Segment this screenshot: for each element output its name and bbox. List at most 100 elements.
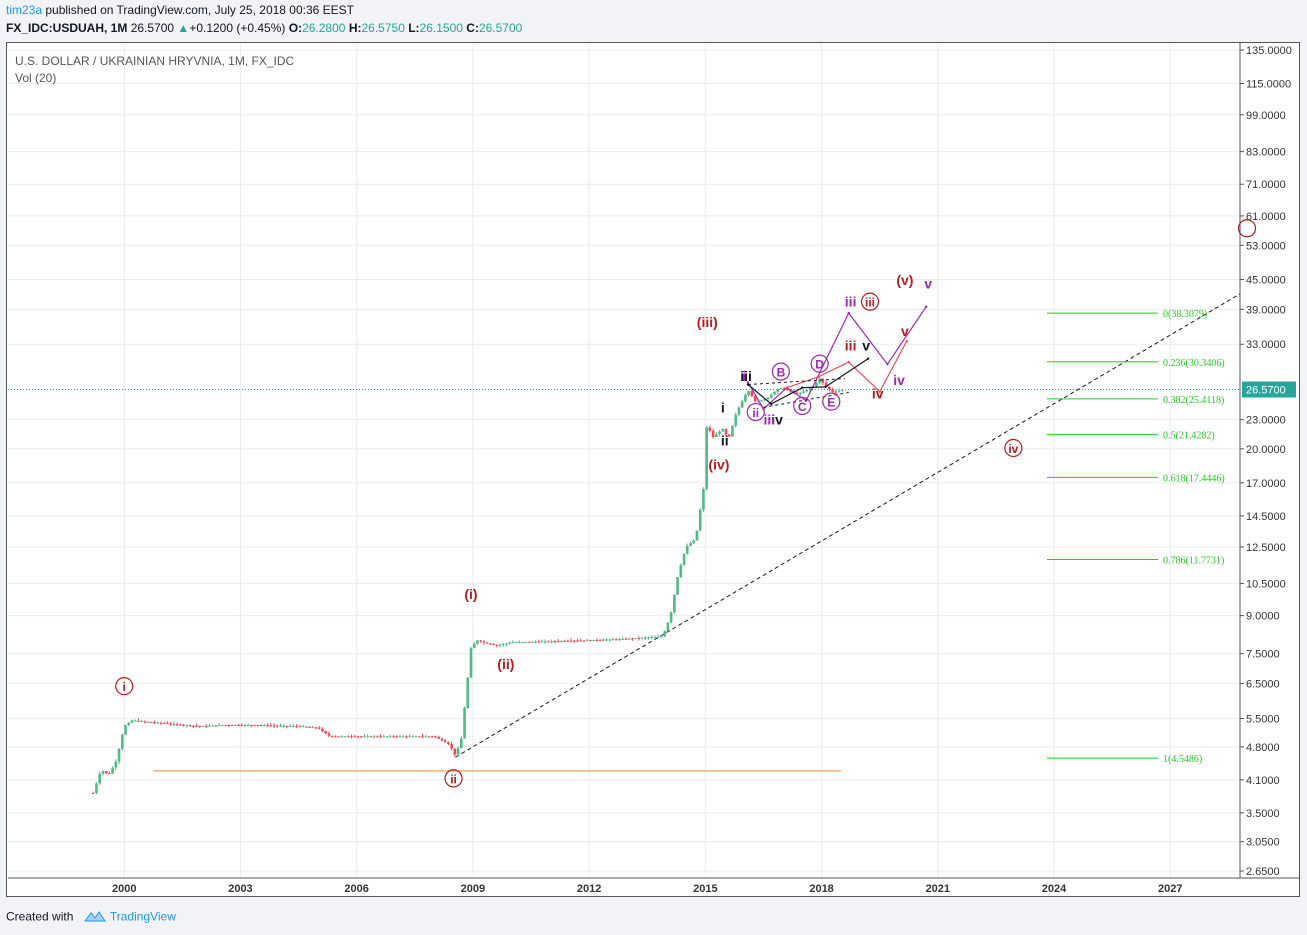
wave-label: iv bbox=[893, 372, 905, 388]
fib-level-label: 0.5(21.4282) bbox=[1163, 430, 1215, 441]
candle-body bbox=[576, 640, 579, 642]
candle-body bbox=[698, 509, 702, 531]
candle-body bbox=[179, 724, 182, 726]
wave-label: v bbox=[901, 323, 909, 339]
close-value: 26.5700 bbox=[478, 21, 523, 35]
trend-line bbox=[455, 293, 1240, 758]
candle-body bbox=[314, 727, 318, 729]
y-tick-label: 115.0000 bbox=[1246, 78, 1291, 90]
wave-label: (i) bbox=[464, 586, 477, 602]
candle-body bbox=[246, 725, 250, 727]
candle-body bbox=[550, 641, 553, 643]
candle-body bbox=[485, 642, 489, 644]
wave-projection-point bbox=[770, 402, 773, 406]
fib-level-label: 0(38.3079) bbox=[1163, 309, 1207, 320]
candle-body bbox=[663, 631, 666, 637]
x-tick-label: 2021 bbox=[926, 883, 950, 895]
candle-body bbox=[763, 399, 767, 401]
candle-body bbox=[824, 382, 828, 387]
candle-body bbox=[166, 723, 169, 725]
candle-body bbox=[292, 726, 295, 728]
x-tick-label: 2006 bbox=[344, 883, 368, 895]
triangle-lower-line bbox=[763, 391, 849, 408]
candle-body bbox=[579, 640, 583, 642]
candle-body bbox=[744, 395, 747, 402]
y-tick-label: 83.0000 bbox=[1246, 147, 1286, 159]
fib-level-label: 0.618(17.4446) bbox=[1163, 473, 1225, 484]
candle-body bbox=[802, 391, 805, 394]
candle-body bbox=[195, 725, 198, 727]
y-tick-label: 6.5000 bbox=[1246, 679, 1280, 691]
candle-body bbox=[98, 773, 101, 784]
candle-body bbox=[589, 640, 592, 642]
candle-body bbox=[595, 639, 599, 641]
candle-body bbox=[472, 643, 476, 649]
candle-body bbox=[159, 722, 163, 724]
candle-body bbox=[233, 725, 237, 727]
candle-body bbox=[540, 641, 544, 643]
candle-body bbox=[124, 725, 127, 735]
author-link[interactable]: tim23a bbox=[6, 3, 43, 17]
candle-body bbox=[169, 723, 173, 725]
candle-body bbox=[757, 401, 760, 403]
candle-body bbox=[531, 641, 534, 643]
candle-body bbox=[405, 736, 408, 738]
current-price-tag bbox=[1242, 381, 1296, 398]
candle-body bbox=[243, 725, 247, 727]
x-tick-label: 2015 bbox=[693, 883, 717, 895]
candle-body bbox=[437, 737, 440, 739]
candle-body bbox=[346, 736, 350, 738]
candle-body bbox=[172, 723, 176, 725]
candle-body bbox=[130, 720, 134, 723]
candle-body bbox=[524, 641, 528, 643]
legend-volume: Vol (20) bbox=[15, 71, 57, 85]
wave-projection-point bbox=[824, 385, 827, 389]
candle-body bbox=[692, 540, 696, 544]
wave-label: iv bbox=[872, 385, 884, 401]
candle-body bbox=[569, 640, 573, 642]
candle-body bbox=[718, 431, 721, 435]
candle-body bbox=[805, 389, 809, 392]
wave-label-circle bbox=[860, 292, 880, 311]
candle-body bbox=[598, 639, 602, 641]
candle-body bbox=[834, 391, 838, 393]
candle-body bbox=[392, 736, 395, 738]
y-tick-label: 5.5000 bbox=[1246, 713, 1280, 725]
candle-body bbox=[430, 736, 434, 738]
x-tick-label: 2003 bbox=[228, 883, 252, 895]
candle-body bbox=[776, 388, 779, 392]
wave-label: iii bbox=[865, 296, 875, 310]
tradingview-link[interactable]: TradingView bbox=[109, 909, 176, 924]
candle-body bbox=[250, 725, 253, 727]
candle-body bbox=[188, 725, 192, 727]
candle-body bbox=[385, 736, 389, 738]
candle-body bbox=[114, 761, 118, 768]
candle-body bbox=[647, 637, 650, 639]
candle-body bbox=[108, 773, 111, 775]
candle-body bbox=[511, 642, 515, 644]
wave-projection-point bbox=[886, 362, 889, 366]
candle-body bbox=[547, 641, 550, 643]
x-tick-label: 2024 bbox=[1042, 883, 1067, 895]
candle-body bbox=[721, 428, 725, 432]
open-label: O: bbox=[288, 21, 303, 35]
tradingview-logo-icon bbox=[83, 909, 107, 926]
candle-body bbox=[840, 389, 844, 391]
candle-body bbox=[117, 749, 121, 762]
candle-body bbox=[808, 388, 812, 390]
candle-body bbox=[414, 736, 418, 738]
candle-body bbox=[421, 736, 424, 738]
candle-body bbox=[321, 728, 324, 732]
candle-body bbox=[366, 736, 369, 738]
candle-body bbox=[285, 725, 289, 727]
candle-body bbox=[101, 771, 105, 774]
candle-body bbox=[253, 725, 256, 727]
candle-body bbox=[682, 553, 686, 565]
candle-body bbox=[153, 722, 156, 724]
wave-label: iii bbox=[763, 411, 775, 427]
candle-body bbox=[798, 393, 802, 395]
wave-label: (ii) bbox=[497, 656, 514, 672]
candle-body bbox=[256, 725, 260, 727]
candle-body bbox=[527, 641, 531, 643]
